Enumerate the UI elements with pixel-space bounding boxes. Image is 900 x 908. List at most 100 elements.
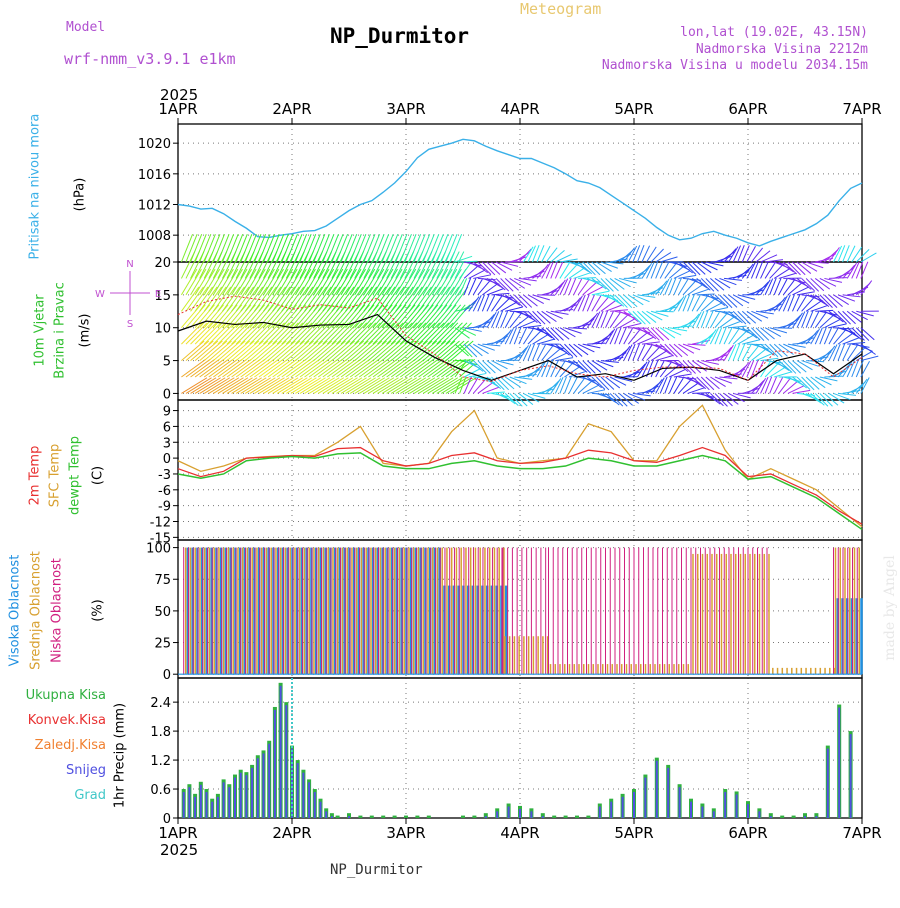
- precip-bar-snow: [217, 797, 219, 818]
- wind-barb: [856, 249, 869, 262]
- wind-barb: [647, 348, 660, 361]
- wind-barb: [642, 342, 660, 344]
- compass-letter: S: [127, 319, 133, 330]
- wind-barb: [774, 328, 792, 329]
- wind-barb: [806, 301, 821, 311]
- wind-barb: [450, 341, 473, 361]
- precip-bar-total: [780, 816, 784, 818]
- precip-bar-snow: [331, 816, 333, 818]
- wind-barb: [824, 319, 840, 327]
- x-tick-label-top: 2APR: [272, 100, 311, 118]
- x-tick-label-bottom: 3APR: [386, 824, 425, 842]
- precip-bar-snow: [827, 749, 829, 818]
- dewpt-line: [178, 453, 862, 530]
- y-tick-label: 1008: [138, 229, 171, 244]
- precip-bar-snow: [644, 778, 646, 818]
- x-tick-label-bottom: 5APR: [614, 824, 653, 842]
- wind-barb: [446, 341, 469, 361]
- wind-barb: [546, 349, 560, 361]
- precip-bar-snow: [251, 768, 253, 818]
- y-tick-label: 75: [154, 573, 171, 588]
- wind-barb: [601, 301, 616, 312]
- y-tick-label: -6: [158, 484, 171, 499]
- wind-barb: [501, 302, 517, 311]
- precip-bar-snow: [747, 804, 749, 818]
- precip-bar-total: [393, 816, 397, 818]
- wind-barb: [852, 348, 865, 361]
- precip-bar-total: [370, 816, 374, 818]
- wind-barb: [396, 341, 419, 361]
- wind-barb: [829, 311, 843, 322]
- wind-barb: [783, 382, 797, 394]
- wind-barb: [492, 293, 510, 294]
- precip-bar-snow: [206, 792, 208, 818]
- wind-barb: [619, 319, 635, 328]
- precip-bar-snow: [320, 802, 322, 818]
- precip-bar-snow: [850, 734, 852, 818]
- wind-barb: [368, 341, 391, 361]
- precip-bar-snow: [280, 686, 282, 818]
- wind-barb: [710, 308, 728, 312]
- wind-barb: [286, 341, 309, 361]
- wind-barb: [578, 319, 594, 327]
- wind-barb: [305, 341, 328, 361]
- wind-barb: [724, 278, 742, 280]
- wind-barb: [469, 361, 483, 372]
- precip-bar-snow: [599, 807, 601, 818]
- wind-barb: [209, 341, 232, 361]
- y-tick-label: 3: [163, 436, 171, 451]
- wind-barb: [295, 341, 318, 361]
- precip-bar-snow: [622, 797, 624, 818]
- wind-barb: [637, 295, 655, 298]
- wind-barb: [346, 341, 369, 361]
- precip-bar-snow: [736, 794, 738, 818]
- wind-barb: [501, 393, 516, 403]
- wind-barb: [222, 341, 245, 361]
- precip-bar-snow: [240, 773, 242, 818]
- wind-barbs: [181, 234, 878, 406]
- wind-barb: [651, 249, 663, 262]
- y-tick-label: 10: [154, 322, 171, 337]
- wind-barb: [688, 344, 706, 345]
- precip-bar-snow: [508, 807, 510, 818]
- wind-barb: [378, 341, 401, 361]
- wind-barb: [195, 341, 218, 361]
- wind-barb: [783, 319, 799, 328]
- precip-bar-snow: [302, 773, 304, 818]
- x-tick-label-bottom: 4APR: [500, 824, 539, 842]
- wind-barb: [615, 315, 628, 328]
- wind-barb: [542, 384, 558, 393]
- wind-barb: [774, 269, 789, 279]
- x-tick-label-bottom: 7APR: [842, 824, 881, 842]
- precip-bar-total: [461, 816, 465, 818]
- wind-barb: [241, 341, 264, 361]
- wind-barb: [528, 331, 541, 344]
- wind-barb: [656, 252, 671, 262]
- wind-barb: [770, 367, 785, 377]
- wind-barb: [678, 262, 692, 273]
- compass-letter: N: [126, 259, 133, 270]
- y-tick-label: 1.2: [150, 754, 171, 769]
- wind-barb: [578, 278, 596, 279]
- x-tick-label-top: 6APR: [728, 100, 767, 118]
- y-tick-label: 100: [146, 542, 171, 557]
- wind-barb: [227, 341, 250, 361]
- wind-barb: [323, 341, 346, 361]
- wind-barb: [733, 332, 746, 345]
- y-tick-label: 25: [154, 637, 171, 652]
- precip-bar-snow: [713, 811, 715, 818]
- wind-barb: [770, 265, 782, 278]
- wind-barb: [336, 341, 359, 361]
- precip-bar-snow: [838, 708, 840, 818]
- precip-bar-total: [427, 816, 431, 818]
- precip-bar-snow: [690, 802, 692, 818]
- wind-barb: [373, 341, 396, 361]
- wind-barb: [587, 390, 605, 394]
- wind-barb: [186, 341, 209, 361]
- wind-barb: [464, 299, 477, 311]
- wind-barb: [701, 332, 714, 344]
- wind-barb: [669, 267, 683, 279]
- wind-barb: [519, 278, 537, 280]
- wind-barb: [674, 361, 688, 372]
